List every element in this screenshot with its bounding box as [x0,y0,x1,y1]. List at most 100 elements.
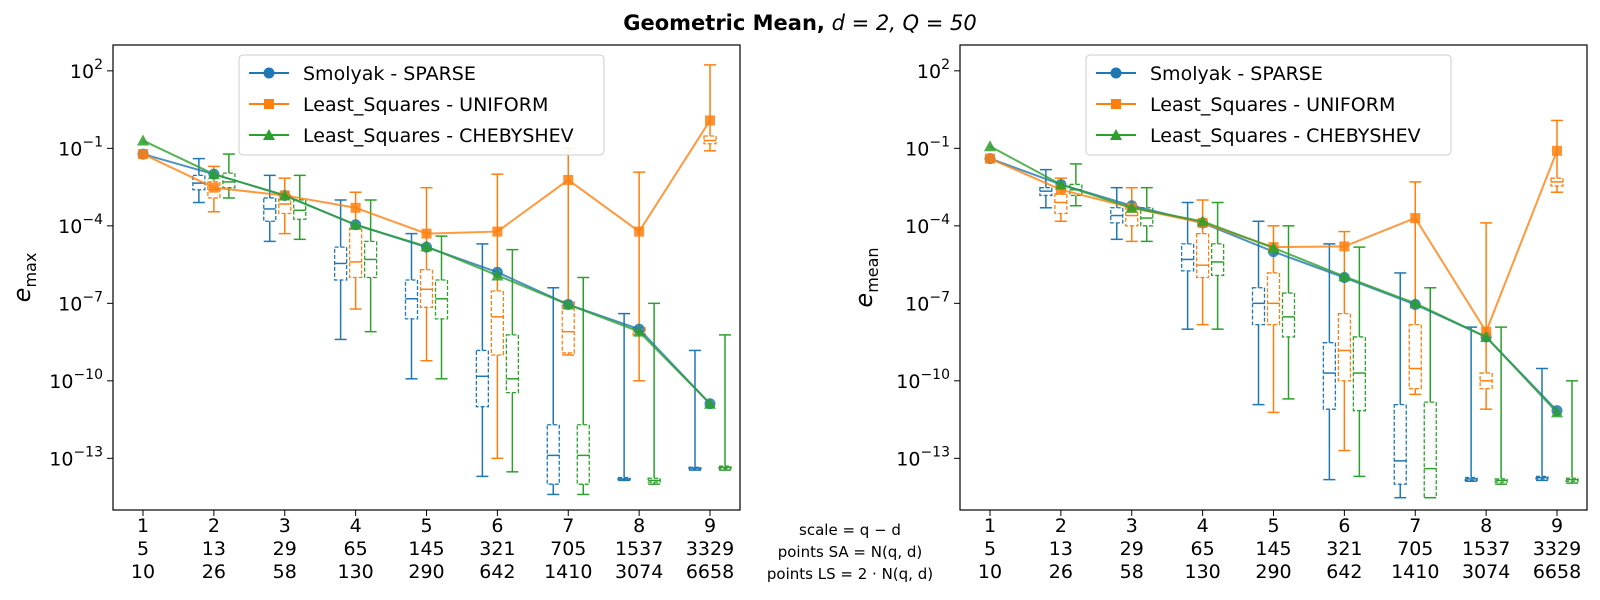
box-sparse [1251,220,1266,406]
x-tick-label-points-sa: 321 [479,538,515,560]
x-tick-label-points-sa: 3329 [1533,538,1581,560]
box-chebyshev [363,199,378,333]
x-tick-label-points-ls: 130 [337,561,373,583]
box-chebyshev [1140,186,1154,243]
box-chebyshev [718,334,732,471]
point-chebyshev [207,168,220,180]
legend: Smolyak - SPARSE Least_Squares - UNIFORM L… [238,54,605,156]
x-tick-label-scale: 2 [208,515,220,537]
x-tick-label-points-ls: 642 [479,561,515,583]
y-tick-label: 10−4 [58,212,103,238]
x-tick-label-points-ls: 10 [978,561,1002,583]
x-tick-label-points-sa: 5 [984,538,996,560]
box-sparse [263,174,277,243]
y-axis-label: emean [850,247,882,307]
y-tick-label: 102 [917,57,950,83]
point-uniform [421,228,432,239]
point-uniform [985,153,995,164]
legend-entry-sparse: Smolyak - SPARSE [303,63,476,85]
y-tick-label: 10−13 [49,444,103,470]
box-chebyshev [1281,225,1296,400]
legend: Smolyak - SPARSE Least_Squares - UNIFORM L… [1085,54,1452,156]
panel-emax: 10210−110−410−710−1010−13151021326329584… [8,44,741,583]
point-uniform [1552,145,1562,156]
x-tick-label-points-sa: 145 [1255,538,1291,560]
y-tick-label: 10−7 [58,289,103,315]
x-tick-label-points-ls: 130 [1184,561,1220,583]
box-uniform [1550,119,1564,193]
box-sparse [1180,201,1195,330]
box-chebyshev [1352,246,1367,478]
box-sparse [1535,367,1549,482]
x-tick-label-points-ls: 58 [273,561,297,583]
x-tick-label-points-sa: 65 [1191,538,1215,560]
x-tick-label-scale: 3 [279,515,291,537]
x-tick-label-points-ls: 290 [408,561,444,583]
x-tick-label-points-ls: 3074 [615,561,663,583]
box-sparse [1464,326,1478,482]
x-tick-label-points-ls: 58 [1120,561,1144,583]
box-uniform [419,186,434,362]
box-sparse [1322,243,1337,481]
x-tick-label-points-ls: 1410 [1391,561,1439,583]
point-chebyshev [1480,330,1493,342]
x-tick-label-points-sa: 705 [550,538,586,560]
y-tick-label: 10−7 [905,289,950,315]
x-tick-label-points-sa: 321 [1326,538,1362,560]
y-tick-label: 10−1 [905,134,950,160]
point-uniform [634,226,645,237]
box-chebyshev [434,235,449,380]
box-chebyshev [1494,326,1508,485]
x-tick-label-scale: 2 [1055,515,1067,537]
box-sparse [617,312,631,482]
y-axis-label: emax [8,253,40,303]
x-caption: scale = q − d points SA = N(q, d) points… [767,521,933,583]
x-tick-label-points-ls: 6658 [686,561,734,583]
box-uniform [1125,186,1139,243]
point-chebyshev [1267,241,1280,253]
point-chebyshev [984,140,996,152]
y-tick-label: 10−4 [905,212,950,238]
x-tick-label-points-sa: 5 [137,538,149,560]
x-tick-label-points-ls: 1410 [544,561,592,583]
figure-title-bold: Geometric Mean, [623,11,825,35]
box-chebyshev [576,276,590,496]
x-tick-label-scale: 3 [1126,515,1138,537]
x-caption-points-sa: points SA = N(q, d) [778,543,923,561]
x-tick-label-points-sa: 29 [1120,538,1144,560]
x-tick-label-points-ls: 642 [1326,561,1362,583]
point-chebyshev [278,189,291,201]
x-tick-label-points-ls: 290 [1255,561,1291,583]
x-tick-label-points-sa: 1537 [1462,538,1510,560]
x-tick-label-scale: 5 [420,515,432,537]
point-uniform [705,115,715,126]
box-sparse [1110,186,1124,241]
point-chebyshev [1409,297,1422,309]
box-uniform [1479,222,1493,410]
x-tick-label-points-sa: 29 [273,538,297,560]
point-chebyshev [137,134,149,146]
y-tick-label: 102 [70,57,103,83]
x-tick-label-scale: 6 [491,515,503,537]
legend-entry-chebyshev: Least_Squares - CHEBYSHEV [303,125,574,147]
box-chebyshev [505,248,520,473]
legend-entry-uniform: Least_Squares - UNIFORM [1150,94,1395,116]
point-uniform [1339,241,1350,252]
point-chebyshev [420,240,433,252]
x-tick-label-points-ls: 6658 [1533,561,1581,583]
point-uniform [1055,184,1066,195]
point-chebyshev [491,269,504,281]
x-tick-label-scale: 4 [1197,515,1209,537]
point-chebyshev [1125,201,1138,213]
x-tick-label-scale: 8 [1480,515,1492,537]
x-tick-label-scale: 8 [633,515,645,537]
legend-entry-chebyshev: Least_Squares - CHEBYSHEV [1150,125,1421,147]
box-uniform [1337,230,1352,452]
x-tick-label-scale: 7 [562,515,574,537]
x-tick-label-points-sa: 705 [1397,538,1433,560]
box-chebyshev [1423,287,1437,499]
legend-entry-sparse: Smolyak - SPARSE [1150,63,1323,85]
point-chebyshev [1551,406,1563,418]
x-tick-label-points-sa: 13 [1049,538,1073,560]
